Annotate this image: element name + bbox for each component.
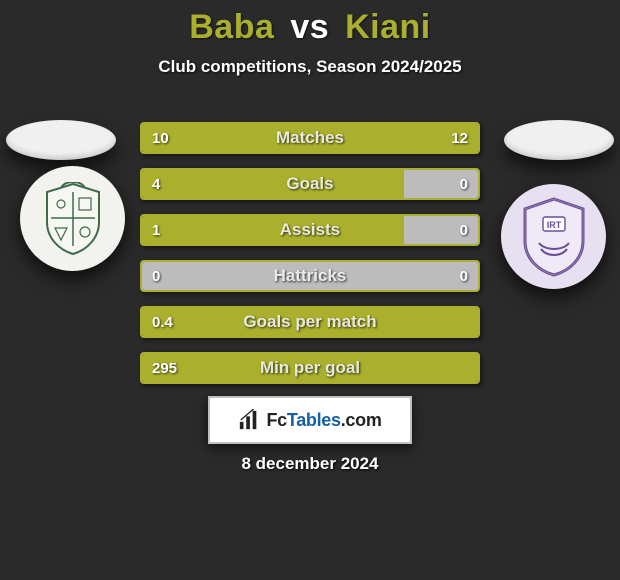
club-crest-icon: IRT: [521, 197, 587, 277]
stat-value-right: 12: [441, 124, 478, 152]
player2-club-badge: IRT: [501, 184, 606, 289]
source-main: Tables: [287, 410, 341, 430]
stat-row: Matches10 12: [140, 122, 480, 154]
source-text: FcTables.com: [266, 410, 381, 431]
stat-label: Assists: [142, 216, 478, 244]
stat-value-left: 0.4: [142, 308, 183, 336]
chart-bars-icon: [238, 409, 260, 431]
stats-block: Matches1012Goals40Assists10Hattricks00Go…: [140, 122, 480, 398]
subtitle: Club competitions, Season 2024/2025: [0, 57, 620, 77]
page-title: Baba vs Kiani: [0, 0, 620, 47]
stat-row: Min per goal295: [140, 352, 480, 384]
stat-value-right: 0: [450, 262, 478, 290]
player1-club-badge: [20, 166, 125, 271]
comparison-card: Baba vs Kiani Club competitions, Season …: [0, 0, 620, 580]
stat-value-left: 10: [142, 124, 179, 152]
player2-avatar: [504, 120, 614, 160]
stat-label: Hattricks: [142, 262, 478, 290]
club-crest-icon: [43, 182, 103, 256]
snapshot-date: 8 december 2024: [0, 454, 620, 474]
stat-value-left: 1: [142, 216, 170, 244]
stat-value-left: 295: [142, 354, 187, 382]
stat-label: Goals per match: [142, 308, 478, 336]
player2-name: Kiani: [345, 8, 431, 46]
stat-label: Min per goal: [142, 354, 478, 382]
stat-value-right: 0: [450, 170, 478, 198]
stat-value-right: 0: [450, 216, 478, 244]
source-suffix: .com: [341, 410, 382, 430]
vs-separator: vs: [284, 8, 335, 46]
stat-value-right: [458, 308, 478, 336]
player1-avatar: [6, 120, 116, 160]
stat-value-right: [458, 354, 478, 382]
stat-value-left: 4: [142, 170, 170, 198]
source-badge: FcTables.com: [208, 396, 412, 444]
stat-label: Matches: [142, 124, 478, 152]
stat-row: Goals4 0: [140, 168, 480, 200]
player1-name: Baba: [189, 8, 274, 46]
stat-value-left: 0: [142, 262, 170, 290]
source-prefix: Fc: [266, 410, 286, 430]
svg-text:IRT: IRT: [546, 220, 561, 230]
stat-row: Goals per match0.4: [140, 306, 480, 338]
stat-row: Assists1 0: [140, 214, 480, 246]
stat-row: Hattricks0 0: [140, 260, 480, 292]
stat-label: Goals: [142, 170, 478, 198]
